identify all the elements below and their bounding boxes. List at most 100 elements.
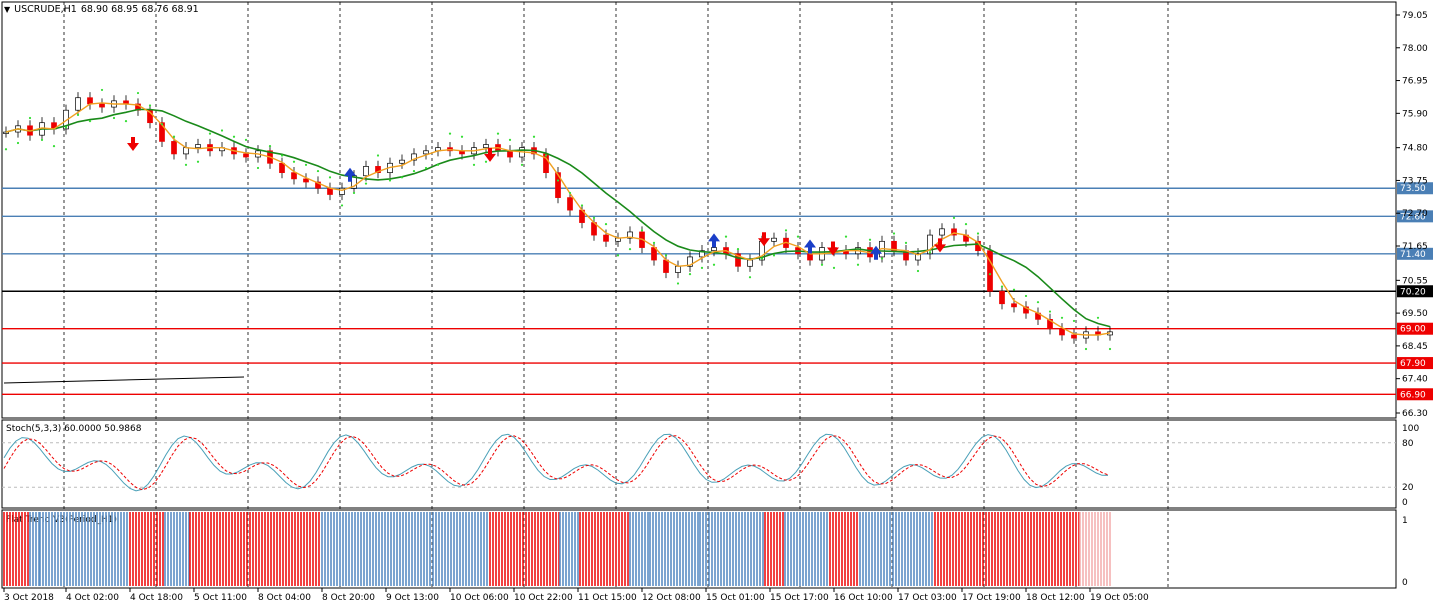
time-axis: 3 Oct 2018 4 Oct 02:00 4 Oct 18:00 5 Oct 11… <box>3 588 1149 603</box>
time-tick-label: 16 Oct 10:00 <box>834 593 893 603</box>
level-label: 67.90 <box>1400 359 1426 369</box>
candle-body <box>315 181 321 189</box>
sar-dot <box>268 145 272 148</box>
sar-dot <box>472 163 476 166</box>
collapse-triangle-icon[interactable]: ▼ <box>4 5 11 14</box>
sar-dot <box>340 204 344 207</box>
level-label-box <box>1397 285 1433 298</box>
sar-dot <box>352 191 356 195</box>
sar-dot <box>964 223 968 226</box>
candle-body <box>339 187 345 195</box>
sar-dot <box>592 216 596 220</box>
sar-dot <box>1048 310 1052 313</box>
sar-dot <box>556 179 560 182</box>
candle-body <box>507 150 513 158</box>
sar-dot <box>892 232 896 235</box>
price-tick-label: 72.70 <box>1402 209 1428 219</box>
sar-dot <box>148 104 152 107</box>
panel-frame <box>1 509 1397 589</box>
price-tick-label: 67.40 <box>1402 375 1428 385</box>
sar-dot <box>160 123 164 126</box>
arrow-down-icon <box>484 147 496 162</box>
candle-body <box>291 172 297 180</box>
level-label-box <box>1397 182 1433 195</box>
candle-body <box>411 153 417 161</box>
sar-dot <box>988 272 992 276</box>
sar-dot <box>712 263 716 266</box>
sar-dot <box>292 160 296 163</box>
sar-dot <box>580 204 584 207</box>
sar-dot <box>880 257 884 260</box>
horizontal-levels[interactable]: 73.50 72.60 71.40 70.20 69.00 67.90 66.90 <box>2 182 1433 401</box>
sar-dot <box>304 163 308 166</box>
sar-dot <box>436 163 440 166</box>
stoch-signal-line <box>3 435 1109 491</box>
sar-dot <box>136 91 140 95</box>
panel-frame <box>1 419 1397 509</box>
candle-body <box>687 256 693 267</box>
sar-dot <box>688 272 692 276</box>
price-tick-label: 78.00 <box>1402 44 1428 54</box>
time-tick-label: 10 Oct 06:00 <box>450 593 509 603</box>
sar-dot <box>856 263 860 266</box>
sar-dot <box>832 266 836 269</box>
arrow-down-icon <box>827 241 839 256</box>
time-tick-label: 17 Oct 19:00 <box>962 593 1021 603</box>
sar-dot <box>1000 285 1004 288</box>
sar-dot <box>604 223 608 226</box>
candle-body <box>927 234 933 255</box>
sar-dot <box>1072 319 1076 323</box>
time-tick-label: 4 Oct 02:00 <box>66 593 119 603</box>
sar-dot <box>700 266 704 269</box>
candle-body <box>243 153 249 158</box>
candle-body <box>99 103 105 108</box>
candle-body <box>303 178 309 183</box>
price-tick-label: 71.65 <box>1402 242 1428 252</box>
candle-body <box>1011 303 1017 308</box>
sar-dot <box>1108 347 1112 351</box>
candle-body <box>675 265 681 273</box>
candle-body <box>279 162 285 173</box>
sar-dot <box>364 182 368 185</box>
price-tick-label: 73.75 <box>1402 176 1428 186</box>
candle-body <box>87 97 93 105</box>
stochastic-panel[interactable]: Stoch(5,3,3) 60.0000 50.9868 100 80 20 0 <box>2 424 1419 508</box>
candles <box>3 92 1113 344</box>
level-label-box <box>1397 247 1433 260</box>
sar-dot <box>1012 288 1016 291</box>
candle-body <box>567 197 573 211</box>
candle-body <box>807 253 813 261</box>
flat-trend-panel[interactable]: Flat Trend V3(Period_H1)10 <box>3 512 1408 588</box>
level-label: 70.20 <box>1400 287 1426 297</box>
candle-body <box>651 247 657 261</box>
sar-dot <box>568 191 572 195</box>
price-tick-label: 69.50 <box>1402 309 1428 319</box>
ohlc-readout: 68.90 68.95 68.76 68.91 <box>80 4 199 15</box>
sar-dot <box>208 132 212 135</box>
candle-body <box>627 231 633 239</box>
level-label: 66.90 <box>1400 390 1426 400</box>
panel-frame <box>1 1 1397 419</box>
sar-dot <box>1024 294 1028 298</box>
sar-dot <box>124 120 128 123</box>
candle-body <box>939 228 945 236</box>
candle-body <box>195 144 201 149</box>
sar-dot <box>400 176 404 179</box>
sar-dot <box>844 235 848 238</box>
candle-body <box>399 159 405 164</box>
time-tick-label: 19 Oct 05:00 <box>1090 593 1149 603</box>
candle-body <box>183 147 189 155</box>
sar-dot <box>820 263 824 266</box>
sar-dot <box>88 120 92 123</box>
sar-dot <box>16 141 20 145</box>
sar-dot <box>736 248 740 251</box>
time-tick-label: 4 Oct 18:00 <box>130 593 183 603</box>
flat-trend-tick-label: 0 <box>1402 578 1408 588</box>
sar-dot <box>76 113 80 116</box>
sar-dot <box>460 135 464 138</box>
sar-dot <box>628 248 632 251</box>
candle-body <box>1023 306 1029 314</box>
sar-dot <box>388 179 392 182</box>
sar-dot <box>784 229 788 232</box>
